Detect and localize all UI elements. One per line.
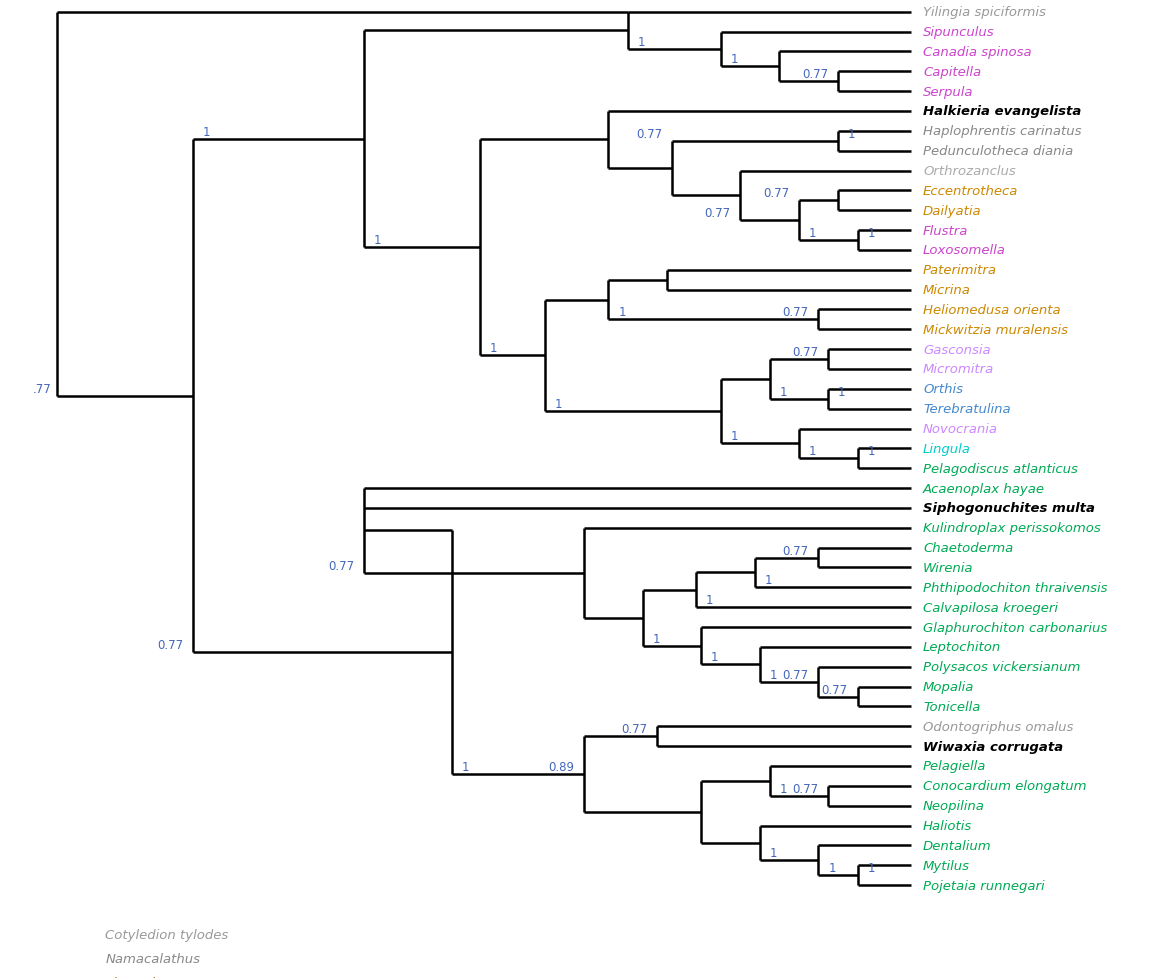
Text: 1: 1 (838, 385, 846, 398)
Text: 1: 1 (490, 342, 497, 355)
Text: Dailyatia: Dailyatia (923, 204, 982, 217)
Text: 0.77: 0.77 (158, 639, 183, 651)
Text: 1: 1 (555, 398, 562, 411)
Text: 0.77: 0.77 (782, 544, 809, 557)
Text: Capitella: Capitella (923, 66, 982, 78)
Text: Loxosomella: Loxosomella (923, 244, 1006, 257)
Text: Pedunculotheca diania: Pedunculotheca diania (923, 145, 1074, 158)
Text: Micromitra: Micromitra (923, 363, 994, 377)
Text: 1: 1 (770, 846, 778, 860)
Text: .77: .77 (33, 382, 52, 395)
Text: 1: 1 (730, 53, 738, 67)
Text: Yilingia spiciformis: Yilingia spiciformis (923, 6, 1046, 20)
Text: Conocardium elongatum: Conocardium elongatum (923, 779, 1086, 792)
Text: Siphogonuchites multa: Siphogonuchites multa (923, 502, 1096, 515)
Text: 0.77: 0.77 (782, 668, 809, 681)
Text: Mickwitzia muralensis: Mickwitzia muralensis (923, 324, 1068, 336)
Text: Paterimitra: Paterimitra (923, 264, 996, 277)
Text: Acaenoplax hayae: Acaenoplax hayae (923, 482, 1045, 495)
Text: Wiwaxia corrugata: Wiwaxia corrugata (923, 740, 1063, 753)
Text: Mytilus: Mytilus (923, 859, 970, 871)
Text: 0.77: 0.77 (802, 68, 828, 81)
Text: 1: 1 (619, 306, 626, 319)
Text: Gasconsia: Gasconsia (923, 343, 991, 356)
Text: Pelagodiscus atlanticus: Pelagodiscus atlanticus (923, 463, 1078, 475)
Text: Heliomedusa orienta: Heliomedusa orienta (923, 303, 1061, 317)
Text: Halkieria evangelista: Halkieria evangelista (923, 106, 1082, 118)
Text: 1: 1 (711, 650, 719, 664)
Text: Calvapilosa kroegeri: Calvapilosa kroegeri (923, 601, 1058, 614)
Text: Novocrania: Novocrania (923, 422, 998, 435)
Text: 0.77: 0.77 (636, 127, 662, 141)
Text: Tonicella: Tonicella (923, 700, 980, 713)
Text: Lingula: Lingula (923, 442, 971, 456)
Text: Glaphurochiton carbonarius: Glaphurochiton carbonarius (923, 621, 1107, 634)
Text: Sipunculus: Sipunculus (923, 26, 994, 39)
Text: Phthipodochiton thraivensis: Phthipodochiton thraivensis (923, 581, 1107, 595)
Text: 1: 1 (770, 668, 778, 681)
Text: Orthis: Orthis (923, 383, 963, 396)
Text: 0.89: 0.89 (548, 760, 574, 774)
Text: 0.77: 0.77 (704, 207, 730, 220)
Text: Orthrozanclus: Orthrozanclus (923, 165, 1016, 178)
Text: Canadia spinosa: Canadia spinosa (923, 46, 1032, 59)
Text: Pelagiella: Pelagiella (923, 760, 986, 773)
Text: 1: 1 (652, 632, 660, 645)
Text: Kulindroplax perissokomos: Kulindroplax perissokomos (923, 521, 1101, 535)
Text: 1: 1 (848, 127, 855, 141)
Text: Terebratulina: Terebratulina (923, 403, 1010, 416)
Text: Wirenia: Wirenia (923, 561, 973, 574)
Text: 1: 1 (828, 862, 835, 874)
Text: Pojetaia runnegari: Pojetaia runnegari (923, 878, 1045, 892)
Text: 1: 1 (780, 782, 787, 795)
Text: 1: 1 (374, 234, 381, 247)
Text: 0.77: 0.77 (821, 683, 848, 695)
Text: 0.77: 0.77 (793, 782, 818, 795)
Text: 0.77: 0.77 (328, 559, 355, 572)
Text: Mopalia: Mopalia (923, 681, 975, 693)
Text: Namacalathus: Namacalathus (105, 952, 200, 965)
Text: 1: 1 (730, 430, 738, 443)
Text: 1: 1 (867, 445, 874, 458)
Text: Dentalium: Dentalium (923, 839, 992, 852)
Text: Phoronis: Phoronis (105, 976, 162, 978)
Text: 1: 1 (638, 36, 645, 49)
Text: Chaetoderma: Chaetoderma (923, 542, 1014, 555)
Text: 1: 1 (809, 445, 817, 458)
Text: Flustra: Flustra (923, 224, 969, 238)
Text: 1: 1 (462, 760, 469, 774)
Text: Haliotis: Haliotis (923, 820, 972, 832)
Text: 1: 1 (706, 594, 713, 606)
Text: 0.77: 0.77 (763, 187, 789, 200)
Text: 1: 1 (867, 227, 874, 240)
Text: 1: 1 (809, 227, 817, 240)
Text: Neopilina: Neopilina (923, 799, 985, 813)
Text: 0.77: 0.77 (782, 306, 809, 319)
Text: Polysacos vickersianum: Polysacos vickersianum (923, 660, 1081, 674)
Text: Leptochiton: Leptochiton (923, 641, 1001, 653)
Text: Haplophrentis carinatus: Haplophrentis carinatus (923, 125, 1082, 138)
Text: 1: 1 (765, 574, 772, 587)
Text: 0.77: 0.77 (793, 346, 818, 359)
Text: 1: 1 (780, 385, 787, 398)
Text: Odontogriphus omalus: Odontogriphus omalus (923, 720, 1074, 734)
Text: Cotyledion tylodes: Cotyledion tylodes (105, 928, 228, 941)
Text: Serpula: Serpula (923, 85, 973, 99)
Text: 0.77: 0.77 (621, 723, 647, 735)
Text: Micrina: Micrina (923, 284, 971, 296)
Text: Eccentrotheca: Eccentrotheca (923, 185, 1018, 198)
Text: 1: 1 (867, 862, 874, 874)
Text: 1: 1 (203, 126, 211, 139)
